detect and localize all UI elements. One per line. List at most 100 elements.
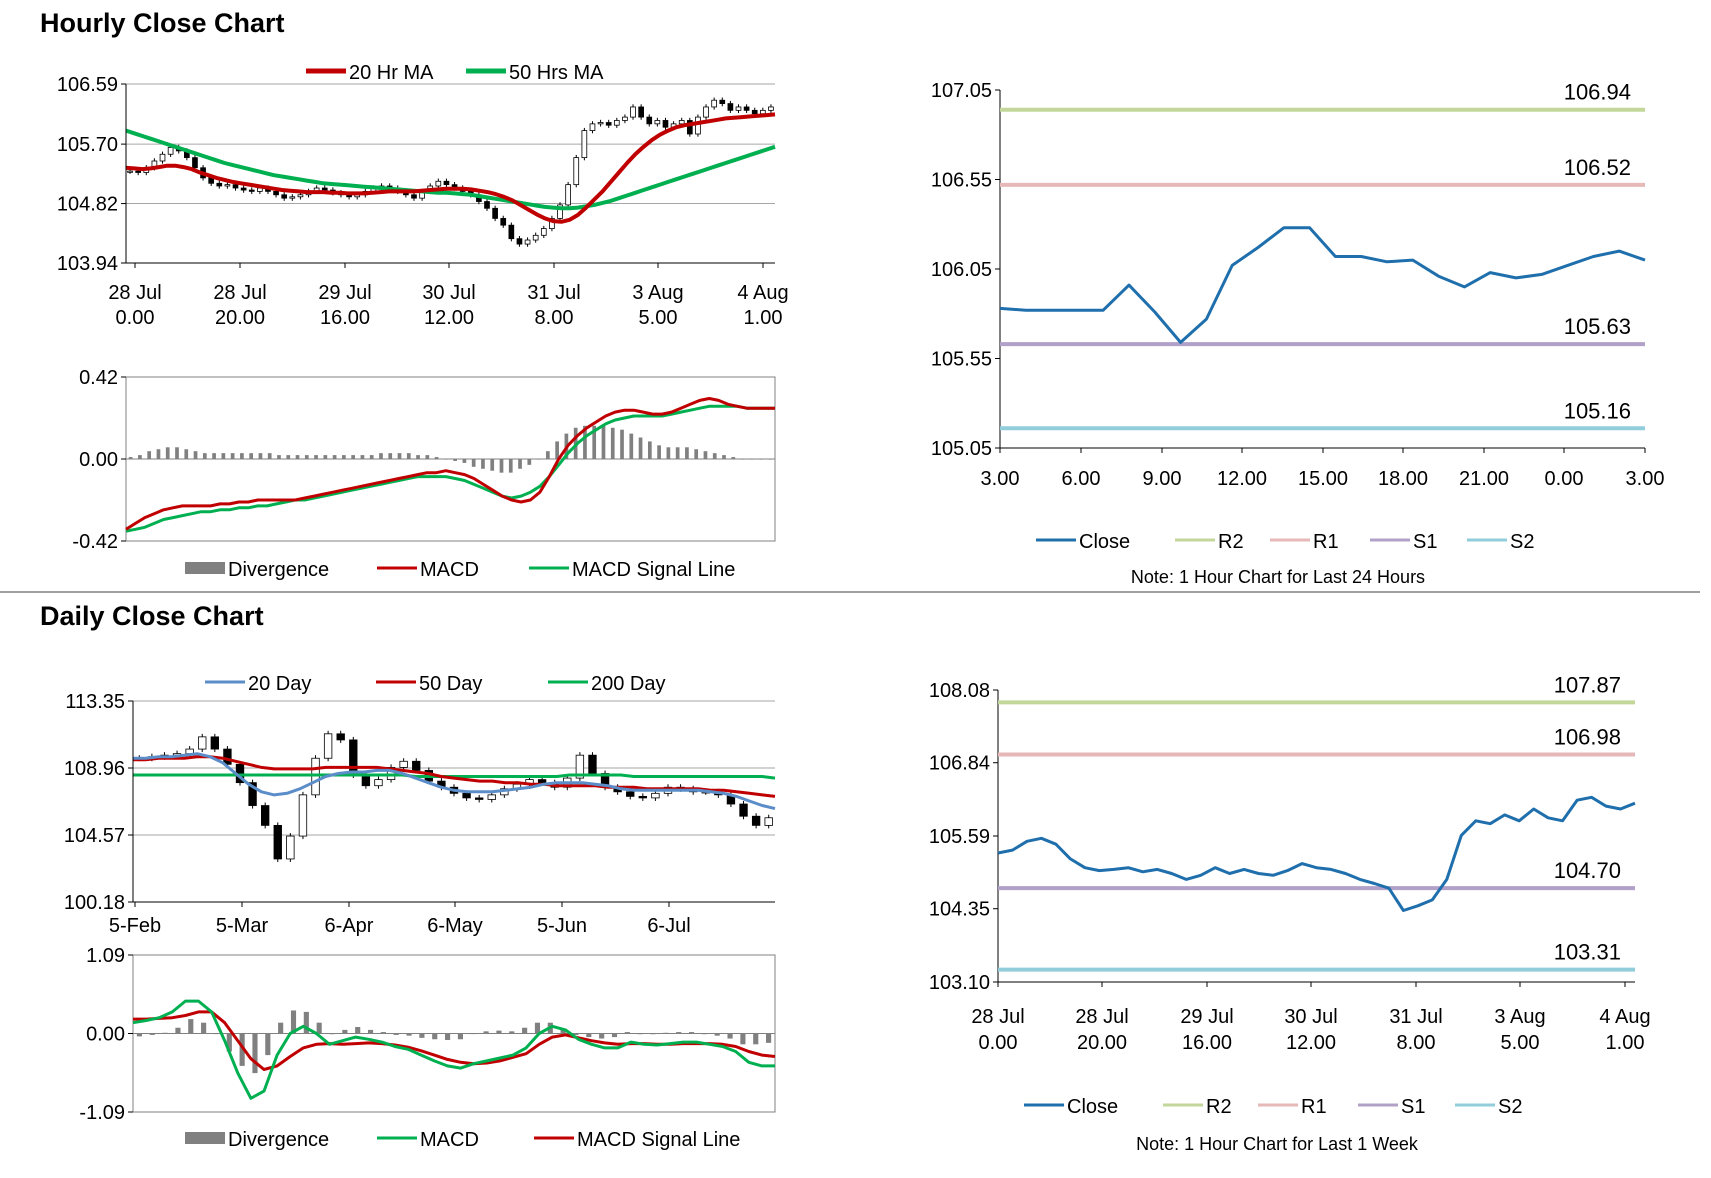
hourly-levels-legend-label: Close (1079, 531, 1130, 553)
hourly-levels-legend-label: S2 (1510, 531, 1534, 553)
daily-price-candle-body (323, 733, 333, 759)
daily-price-candle-body (412, 760, 421, 771)
hourly-price-candle-body (167, 147, 174, 155)
hourly-macd-divergence-bar (397, 453, 402, 459)
daily-price-candle-body (210, 736, 219, 750)
hourly-price-candle-body (565, 184, 571, 206)
hourly-price-ytick-label: 104.82 (57, 194, 118, 216)
daily-price-ytick-label: 104.57 (64, 825, 125, 847)
hourly-levels-close-line (999, 226, 1646, 344)
hourly-macd-divergence-bar (165, 447, 170, 459)
daily-macd-divergence-bar (599, 1033, 605, 1039)
hourly-price-xtick-label-date: 3 Aug (632, 282, 683, 304)
hourly-price-candle-body (297, 194, 304, 198)
hourly-macd-divergence-bar (638, 437, 643, 459)
daily-price-ytick-label: 100.18 (64, 892, 125, 914)
hourly-price-legend-label: 50 Hrs MA (509, 62, 604, 84)
daily-macd-divergence-bar (380, 1032, 386, 1034)
daily-macd-divergence-bar (573, 1033, 579, 1035)
hourly-price-candle-body (411, 194, 417, 199)
daily-macd-divergence-bar (342, 1029, 348, 1034)
daily-macd-divergence-bar (432, 1033, 438, 1040)
hourly-macd-ytick-label: 0.00 (79, 449, 118, 471)
hourly-price-candle-body (573, 157, 580, 186)
hourly-price-candle-body (727, 103, 734, 111)
weekly-levels-xtick-label-date: 4 Aug (1599, 1006, 1650, 1028)
hourly-macd-divergence-bar (342, 455, 346, 459)
hourly-levels-xtick-label: 12.00 (1217, 468, 1267, 490)
daily-macd-legend-item: Divergence (185, 1129, 329, 1151)
hourly-levels-xtick-label: 0.00 (1545, 468, 1584, 490)
hourly-levels-legend-label: S1 (1413, 531, 1437, 553)
hourly-macd-divergence-bar (388, 453, 393, 459)
daily-price-candle-body (537, 779, 547, 784)
daily-price-candle-body (374, 779, 383, 787)
daily-macd-divergence-bar (714, 1033, 720, 1036)
hourly-price-candle-body (735, 106, 742, 111)
hourly-price-candle-body (751, 109, 758, 115)
daily-price-legend-item: 50 Day (376, 673, 482, 695)
hourly-levels-legend-item: S1 (1370, 531, 1437, 553)
hourly-macd-divergence-bar (323, 455, 328, 459)
daily-macd-divergence-bar (586, 1033, 592, 1038)
daily-price-candle-body (311, 757, 320, 796)
hourly-levels-xtick-label: 18.00 (1378, 468, 1428, 490)
daily-price-ytick-label: 113.35 (65, 691, 125, 713)
hourly-price-xtick-label-time: 20.00 (215, 307, 265, 329)
weekly-levels-level-r2-label: 107.87 (1554, 672, 1621, 697)
hourly-ma20-line (125, 112, 776, 224)
daily-macd-divergence-bar (688, 1032, 695, 1034)
hourly-price-candle-body (662, 120, 669, 128)
hourly-levels-ytick-label: 105.55 (931, 349, 992, 371)
weekly-levels-xtick-label-time: 8.00 (1397, 1032, 1436, 1054)
hourly-price-xtick-label-time: 8.00 (535, 307, 574, 329)
daily-macd-divergence-bar (329, 1033, 335, 1035)
daily-macd-divergence-bar (496, 1030, 502, 1034)
weekly-levels-xtick-label-date: 30 Jul (1284, 1006, 1337, 1028)
hourly-section-title: Hourly Close Chart (40, 8, 285, 38)
hourly-levels-level-r1-label: 106.52 (1564, 155, 1631, 180)
daily-macd-divergence-bar (419, 1033, 425, 1038)
hourly-macd-divergence-bar (583, 425, 587, 459)
hourly-macd-divergence-bar (314, 455, 318, 459)
hourly-price-chart: 106.59 105.70 104.82 103.94 28 Jul 0.00 28 Jul… (57, 62, 789, 329)
hourly-price-candle-body (443, 180, 450, 186)
hourly-macd-divergence-bar (647, 441, 652, 459)
hourly-levels-legend-item: R2 (1175, 531, 1244, 553)
hourly-macd-legend-label: MACD Signal Line (572, 559, 735, 581)
hourly-price-xtick-label-date: 29 Jul (318, 282, 371, 304)
hourly-levels-ytick-label: 106.55 (931, 170, 992, 192)
weekly-levels-legend-label: Close (1067, 1096, 1118, 1118)
hourly-price-candle-body (743, 106, 750, 111)
daily-macd-divergence-bar (367, 1029, 374, 1034)
weekly-levels-legend-item: S1 (1358, 1096, 1425, 1118)
hourly-macd-divergence-bar (545, 451, 550, 459)
hourly-levels-level-r2-label: 106.94 (1564, 80, 1631, 105)
daily-price-candle-body (349, 739, 358, 776)
hourly-macd-divergence-bar (527, 459, 532, 465)
hourly-macd-legend-item: MACD (377, 559, 479, 581)
hourly-macd-divergence-bar (685, 447, 689, 459)
hourly-price-candle-body (589, 123, 596, 132)
hourly-macd-divergence-bar (629, 433, 634, 459)
daily-macd-divergence-bar (727, 1033, 733, 1039)
daily-macd-legend-swatch (185, 1132, 225, 1144)
weekly-levels-legend-label: R2 (1206, 1096, 1232, 1118)
hourly-price-candle-body (630, 106, 636, 118)
weekly-levels-xtick-label-date: 28 Jul (1075, 1006, 1128, 1028)
daily-macd-divergence-bar (175, 1027, 181, 1034)
hourly-macd-divergence-bar (499, 459, 504, 473)
weekly-levels-legend-label: R1 (1301, 1096, 1327, 1118)
hourly-macd-divergence-bar (369, 455, 374, 459)
hourly-price-candle-body (273, 190, 279, 196)
weekly-levels-xtick-label-date: 28 Jul (971, 1006, 1024, 1028)
hourly-price-legend-item: 50 Hrs MA (466, 62, 604, 84)
hourly-macd-divergence-bar (175, 447, 179, 459)
hourly-macd-divergence-bar (620, 429, 624, 459)
daily-macd-divergence-bar (522, 1027, 528, 1034)
weekly-levels-legend-label: S1 (1401, 1096, 1425, 1118)
weekly-levels-ytick-label: 104.35 (929, 899, 990, 921)
hourly-price-xtick-label-date: 30 Jul (422, 282, 475, 304)
hourly-levels-xtick-label: 15.00 (1298, 468, 1348, 490)
daily-macd-divergence-bar (624, 1032, 630, 1034)
